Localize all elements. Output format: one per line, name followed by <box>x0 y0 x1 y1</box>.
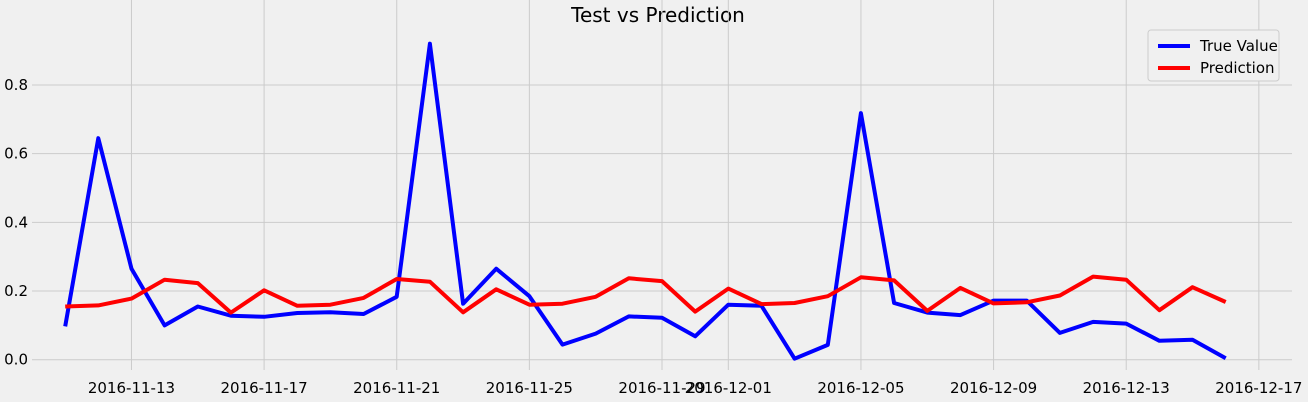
series-line-true-value <box>63 41 1227 361</box>
x-tick-label: 2016-11-25 <box>486 379 573 397</box>
x-tick-label: 2016-12-01 <box>685 379 772 397</box>
chart-title: Test vs Prediction <box>570 3 745 27</box>
series-line-prediction <box>65 274 1227 315</box>
series-lines <box>63 41 1227 361</box>
y-tick-label: 0.4 <box>4 213 28 231</box>
x-tick-label: 2016-11-21 <box>353 379 440 397</box>
x-tick-label: 2016-11-29 <box>618 379 705 397</box>
y-tick-label: 0.6 <box>4 145 28 163</box>
y-tick-label: 0.8 <box>4 76 28 94</box>
x-tick-label: 2016-11-17 <box>221 379 308 397</box>
x-tick-label: 2016-12-17 <box>1215 379 1302 397</box>
grid <box>32 0 1292 370</box>
y-axis-ticks: 0.0 0.2 0.4 0.6 0.8 <box>4 76 28 369</box>
y-tick-label: 0.0 <box>4 351 28 369</box>
x-tick-label: 2016-12-05 <box>817 379 904 397</box>
legend-label-prediction: Prediction <box>1200 59 1275 77</box>
x-tick-label: 2016-11-13 <box>88 379 175 397</box>
y-tick-label: 0.2 <box>4 282 28 300</box>
x-axis-ticks: 2016-11-13 2016-11-17 2016-11-21 2016-11-25… <box>88 379 1303 397</box>
x-tick-label: 2016-12-09 <box>950 379 1037 397</box>
legend-label-true-value: True Value <box>1199 37 1278 55</box>
x-tick-label: 2016-12-13 <box>1083 379 1170 397</box>
legend: True Value Prediction <box>1147 29 1280 82</box>
